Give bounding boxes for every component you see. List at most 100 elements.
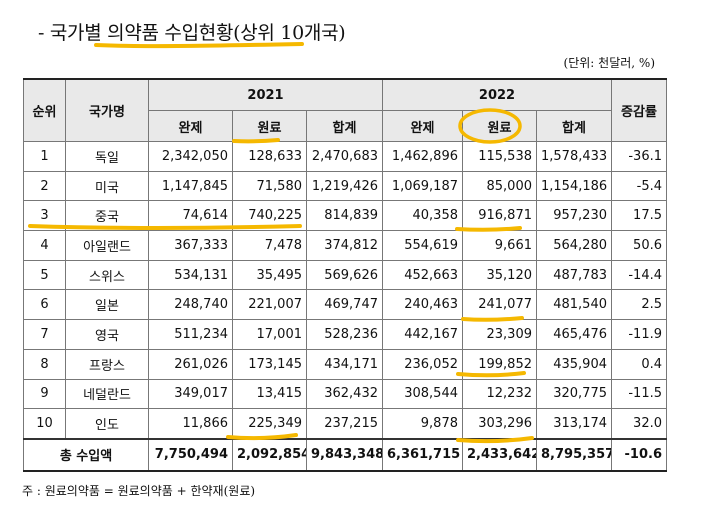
value-cell: 225,349 — [232, 408, 307, 440]
country-cell: 인도 — [65, 408, 149, 440]
value-cell: 40,358 — [382, 200, 463, 232]
country-cell: 영국 — [65, 319, 149, 350]
total-value: 6,361,715 — [382, 437, 463, 472]
rank-cell: 8 — [23, 348, 66, 380]
page-title: - 국가별 의약품 수입현황(상위 10개국) — [38, 22, 346, 44]
total-change: -10.6 — [611, 437, 667, 472]
header-total-2021: 합계 — [306, 110, 383, 142]
value-cell: 569,626 — [306, 259, 383, 291]
change-cell: -14.4 — [611, 259, 667, 291]
value-cell: 11,866 — [148, 408, 233, 440]
table-row: 1 독일 2,342,050 128,633 2,470,683 1,462,896 115… — [23, 141, 667, 172]
header-rank: 순위 — [23, 78, 66, 142]
value-cell: 17,001 — [232, 319, 307, 350]
value-cell: 434,171 — [306, 348, 383, 380]
header-raw-2022: 원료 — [462, 110, 537, 142]
value-cell: 511,234 — [148, 319, 233, 350]
change-cell: -5.4 — [611, 170, 667, 202]
header-year-2022: 2022 — [382, 78, 612, 111]
table-row: 3 중국 74,614 740,225 814,839 40,358 916,871 957,… — [23, 200, 667, 232]
total-value: 7,750,494 — [148, 437, 233, 472]
change-cell: 32.0 — [611, 408, 667, 440]
value-cell: 1,154,186 — [536, 170, 612, 202]
country-cell: 미국 — [65, 170, 149, 202]
value-cell: 1,147,845 — [148, 170, 233, 202]
value-cell: 534,131 — [148, 259, 233, 291]
value-cell: 237,215 — [306, 408, 383, 440]
value-cell: 2,342,050 — [148, 141, 233, 172]
rank-cell: 2 — [23, 170, 66, 202]
value-cell: 957,230 — [536, 200, 612, 232]
header-total-2022: 합계 — [536, 110, 612, 142]
change-cell: -11.9 — [611, 319, 667, 350]
value-cell: 241,077 — [462, 289, 537, 321]
total-value: 9,843,348 — [306, 437, 383, 472]
value-cell: 261,026 — [148, 348, 233, 380]
value-cell: 35,120 — [462, 259, 537, 291]
value-cell: 435,904 — [536, 348, 612, 380]
change-cell: -11.5 — [611, 378, 667, 410]
value-cell: 173,145 — [232, 348, 307, 380]
country-cell: 네덜란드 — [65, 378, 149, 410]
value-cell: 442,167 — [382, 319, 463, 350]
value-cell: 320,775 — [536, 378, 612, 410]
value-cell: 9,878 — [382, 408, 463, 440]
value-cell: 452,663 — [382, 259, 463, 291]
value-cell: 740,225 — [232, 200, 307, 232]
footnote: 주 : 원료의약품 = 원료의약품 + 한약재(원료) — [22, 484, 256, 498]
value-cell: 481,540 — [536, 289, 612, 321]
value-cell: 221,007 — [232, 289, 307, 321]
value-cell: 199,852 — [462, 348, 537, 380]
value-cell: 35,495 — [232, 259, 307, 291]
value-cell: 248,740 — [148, 289, 233, 321]
value-cell: 74,614 — [148, 200, 233, 232]
value-cell: 115,538 — [462, 141, 537, 172]
total-value: 2,092,854 — [232, 437, 307, 472]
header-raw-2021: 원료 — [232, 110, 307, 142]
value-cell: 1,219,426 — [306, 170, 383, 202]
rank-cell: 7 — [23, 319, 66, 350]
total-label: 총 수입액 — [23, 437, 149, 472]
change-cell: 50.6 — [611, 230, 667, 261]
table-row: 4 아일랜드 367,333 7,478 374,812 554,619 9,661 564,… — [23, 230, 667, 261]
value-cell: 13,415 — [232, 378, 307, 410]
total-value: 2,433,642 — [462, 437, 537, 472]
value-cell: 487,783 — [536, 259, 612, 291]
rank-cell: 3 — [23, 200, 66, 232]
table-row: 2 미국 1,147,845 71,580 1,219,426 1,069,187 85,0… — [23, 170, 667, 202]
header-finished-2021: 완제 — [148, 110, 233, 142]
change-cell: 17.5 — [611, 200, 667, 232]
value-cell: 308,544 — [382, 378, 463, 410]
rank-cell: 5 — [23, 259, 66, 291]
value-cell: 465,476 — [536, 319, 612, 350]
table-row: 10 인도 11,866 225,349 237,215 9,878 303,296 313,… — [23, 408, 667, 440]
value-cell: 564,280 — [536, 230, 612, 261]
rank-cell: 1 — [23, 141, 66, 172]
header-year-2021: 2021 — [148, 78, 383, 111]
table-row: 8 프랑스 261,026 173,145 434,171 236,052 199,852 4… — [23, 348, 667, 380]
value-cell: 303,296 — [462, 408, 537, 440]
value-cell: 1,578,433 — [536, 141, 612, 172]
rank-cell: 9 — [23, 378, 66, 410]
value-cell: 12,232 — [462, 378, 537, 410]
value-cell: 1,069,187 — [382, 170, 463, 202]
value-cell: 916,871 — [462, 200, 537, 232]
table-row: 9 네덜란드 349,017 13,415 362,432 308,544 12,232 32… — [23, 378, 667, 410]
import-table: 순위 국가명 2021 2022 증감률 완제 원료 합계 완제 원료 합계 1… — [23, 78, 667, 472]
table-row: 7 영국 511,234 17,001 528,236 442,167 23,309 465,… — [23, 319, 667, 350]
value-cell: 367,333 — [148, 230, 233, 261]
value-cell: 814,839 — [306, 200, 383, 232]
value-cell: 240,463 — [382, 289, 463, 321]
value-cell: 71,580 — [232, 170, 307, 202]
value-cell: 23,309 — [462, 319, 537, 350]
table-row: 6 일본 248,740 221,007 469,747 240,463 241,077 48… — [23, 289, 667, 321]
value-cell: 313,174 — [536, 408, 612, 440]
table-row: 5 스위스 534,131 35,495 569,626 452,663 35,120 487… — [23, 259, 667, 291]
value-cell: 2,470,683 — [306, 141, 383, 172]
total-row: 총 수입액 7,750,494 2,092,854 9,843,348 6,36… — [23, 437, 667, 472]
total-value: 8,795,357 — [536, 437, 612, 472]
country-cell: 중국 — [65, 200, 149, 232]
change-cell: -36.1 — [611, 141, 667, 172]
value-cell: 128,633 — [232, 141, 307, 172]
value-cell: 9,661 — [462, 230, 537, 261]
